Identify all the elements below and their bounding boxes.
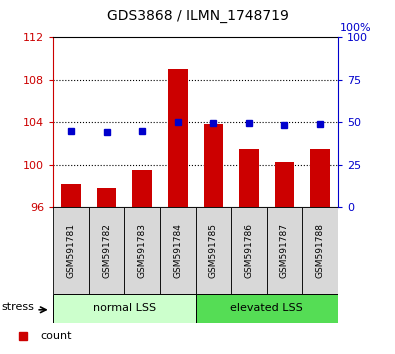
Text: elevated LSS: elevated LSS bbox=[230, 303, 303, 313]
FancyBboxPatch shape bbox=[196, 294, 338, 323]
FancyBboxPatch shape bbox=[160, 207, 196, 294]
FancyBboxPatch shape bbox=[231, 207, 267, 294]
Text: GSM591786: GSM591786 bbox=[245, 223, 253, 278]
Text: GSM591783: GSM591783 bbox=[138, 223, 147, 278]
Text: count: count bbox=[40, 331, 71, 341]
FancyBboxPatch shape bbox=[302, 207, 338, 294]
FancyBboxPatch shape bbox=[89, 207, 124, 294]
Text: 100%: 100% bbox=[340, 23, 371, 33]
FancyBboxPatch shape bbox=[124, 207, 160, 294]
Text: GSM591784: GSM591784 bbox=[173, 223, 182, 278]
Text: GSM591787: GSM591787 bbox=[280, 223, 289, 278]
Bar bbox=[275, 162, 294, 207]
Text: GDS3868 / ILMN_1748719: GDS3868 / ILMN_1748719 bbox=[107, 9, 288, 23]
FancyBboxPatch shape bbox=[196, 207, 231, 294]
FancyBboxPatch shape bbox=[53, 207, 89, 294]
Bar bbox=[61, 184, 81, 207]
Bar bbox=[97, 188, 117, 207]
FancyBboxPatch shape bbox=[53, 294, 196, 323]
Text: GSM591782: GSM591782 bbox=[102, 223, 111, 278]
Bar bbox=[203, 124, 223, 207]
Bar bbox=[239, 149, 259, 207]
Bar bbox=[168, 69, 188, 207]
Text: stress: stress bbox=[1, 302, 34, 312]
Text: GSM591788: GSM591788 bbox=[316, 223, 324, 278]
FancyBboxPatch shape bbox=[267, 207, 302, 294]
Bar bbox=[132, 170, 152, 207]
Text: GSM591781: GSM591781 bbox=[67, 223, 75, 278]
Bar bbox=[310, 149, 330, 207]
Text: GSM591785: GSM591785 bbox=[209, 223, 218, 278]
Text: normal LSS: normal LSS bbox=[93, 303, 156, 313]
